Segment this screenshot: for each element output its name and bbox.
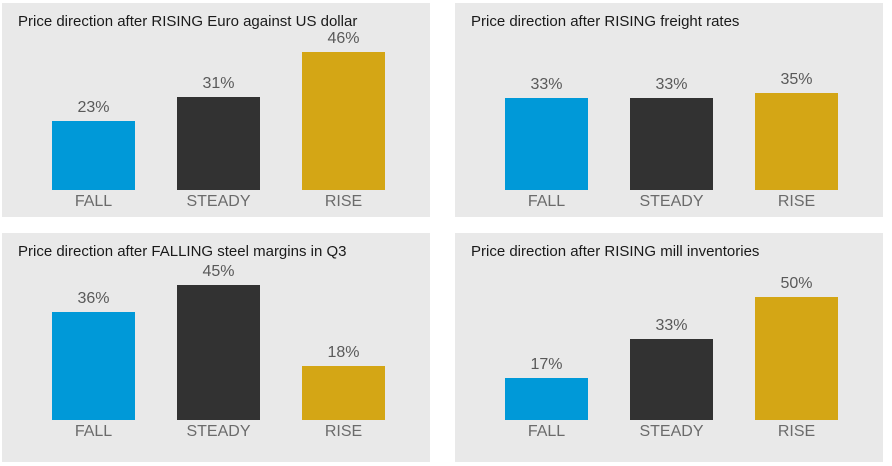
bar-group-rise: 18% [302, 345, 385, 420]
chart-title: Price direction after FALLING steel marg… [18, 243, 347, 260]
category-label-fall: FALL [527, 193, 566, 210]
bar-fall [505, 378, 588, 420]
bar-group-fall: 17% [505, 357, 588, 420]
plot-area: 33% 33% 35% [455, 31, 883, 190]
chart-title: Price direction after RISING freight rat… [471, 13, 740, 30]
bar-steady [630, 98, 713, 190]
value-label: 17% [530, 356, 563, 373]
bar-rise [302, 366, 385, 420]
bar-group-rise: 50% [755, 276, 838, 420]
value-label: 31% [202, 75, 235, 92]
category-label-steady: STEADY [639, 423, 704, 440]
bar-group-steady: 33% [630, 77, 713, 190]
category-label-fall: FALL [74, 423, 113, 440]
value-label: 23% [77, 99, 110, 116]
category-axis: FALL STEADY RISE [455, 190, 883, 211]
value-label: 50% [780, 275, 813, 292]
plot-area: 17% 33% 50% [455, 261, 883, 420]
category-label-fall: FALL [527, 423, 566, 440]
category-label-steady: STEADY [639, 193, 704, 210]
bar-group-steady: 33% [630, 318, 713, 420]
category-label-rise: RISE [324, 193, 363, 210]
value-label: 35% [780, 71, 813, 88]
category-label-steady: STEADY [186, 193, 251, 210]
category-label-steady: STEADY [186, 423, 251, 440]
category-label-rise: RISE [777, 193, 816, 210]
category-label-rise: RISE [777, 423, 816, 440]
bar-fall [505, 98, 588, 190]
value-label: 33% [655, 76, 688, 93]
bar-group-fall: 33% [505, 77, 588, 190]
bar-steady [630, 339, 713, 420]
value-label: 18% [327, 344, 360, 361]
bar-fall [52, 121, 135, 190]
chart-grid: Price direction after RISING Euro agains… [2, 3, 883, 462]
value-label: 33% [530, 76, 563, 93]
bar-steady [177, 285, 260, 420]
chart-panel-freight-rates: Price direction after RISING freight rat… [455, 3, 883, 217]
bar-group-rise: 46% [302, 31, 385, 190]
chart-title: Price direction after RISING Euro agains… [18, 13, 358, 30]
value-label: 36% [77, 290, 110, 307]
bar-group-steady: 31% [177, 76, 260, 190]
plot-area: 36% 45% 18% [2, 261, 430, 420]
category-axis: FALL STEADY RISE [455, 420, 883, 441]
bar-group-rise: 35% [755, 72, 838, 190]
bar-steady [177, 97, 260, 190]
plot-area: 23% 31% 46% [2, 31, 430, 190]
bar-group-steady: 45% [177, 264, 260, 420]
bar-fall [52, 312, 135, 420]
bar-rise [302, 52, 385, 190]
value-label: 45% [202, 263, 235, 280]
bar-group-fall: 36% [52, 291, 135, 420]
chart-title: Price direction after RISING mill invent… [471, 243, 760, 260]
chart-panel-euro-usd: Price direction after RISING Euro agains… [2, 3, 430, 217]
chart-panel-steel-margins: Price direction after FALLING steel marg… [2, 233, 430, 462]
chart-panel-mill-inventories: Price direction after RISING mill invent… [455, 233, 883, 462]
category-axis: FALL STEADY RISE [2, 420, 430, 441]
category-axis: FALL STEADY RISE [2, 190, 430, 211]
category-label-rise: RISE [324, 423, 363, 440]
value-label: 46% [327, 30, 360, 47]
value-label: 33% [655, 317, 688, 334]
category-label-fall: FALL [74, 193, 113, 210]
bar-group-fall: 23% [52, 100, 135, 190]
bar-rise [755, 93, 838, 190]
bar-rise [755, 297, 838, 420]
